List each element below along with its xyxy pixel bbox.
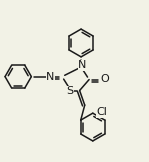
Text: O: O <box>100 74 109 84</box>
Text: N: N <box>46 72 55 82</box>
Text: S: S <box>67 86 74 96</box>
Text: Cl: Cl <box>97 107 108 117</box>
Text: N: N <box>78 60 86 70</box>
